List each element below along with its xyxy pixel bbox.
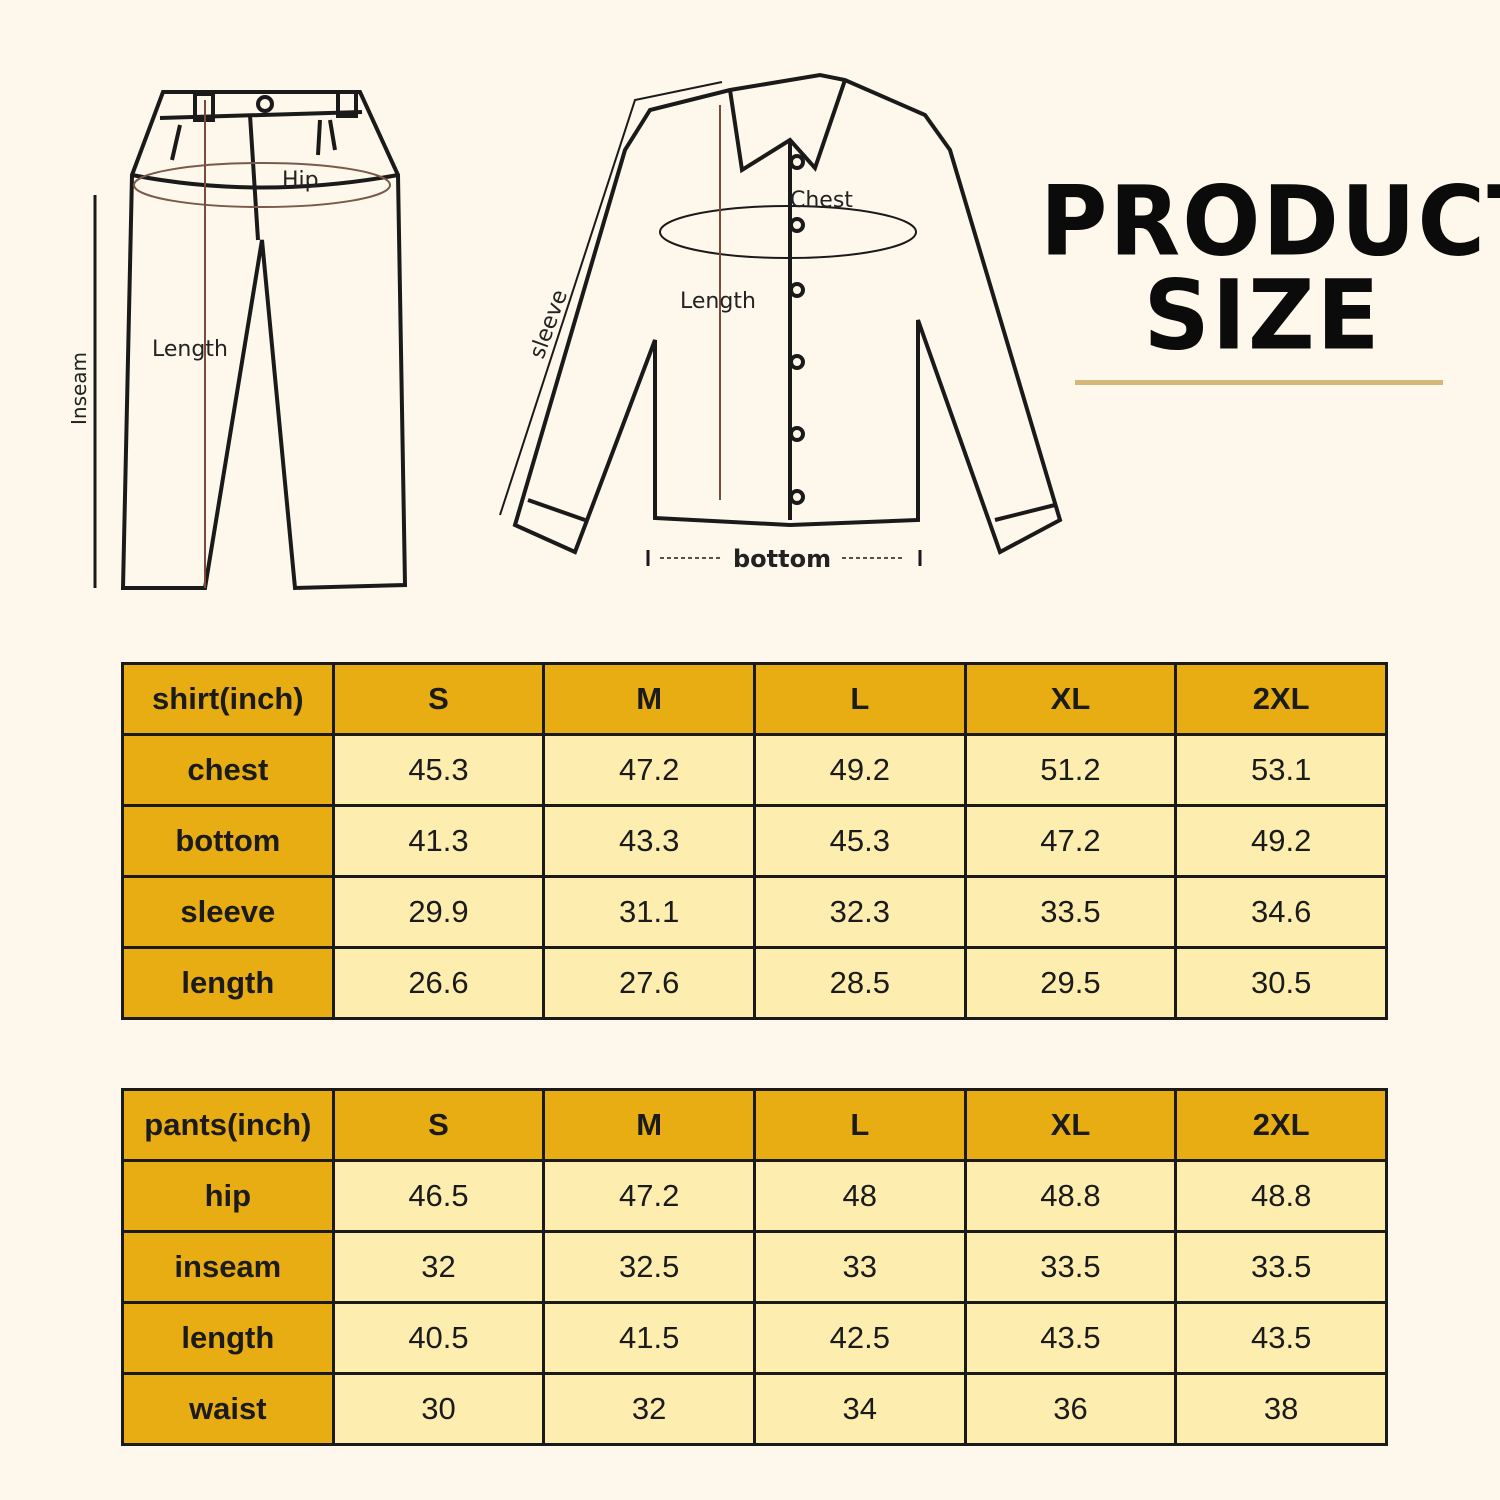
table-cell: 38	[1174, 1372, 1388, 1446]
table-cell: 34	[752, 1372, 967, 1446]
table-cell: 33	[752, 1230, 967, 1304]
chest-label: Chest	[790, 188, 853, 213]
title-line-2: SIZE	[1143, 259, 1382, 372]
table-cell: 27.6	[542, 946, 756, 1020]
header-cell: L	[752, 662, 967, 736]
table-cell: 42.5	[752, 1301, 967, 1375]
table-cell: 51.2	[963, 733, 1178, 807]
table-cell: 30	[331, 1372, 546, 1446]
pants-drawing	[93, 90, 408, 591]
table-cell: 45.3	[331, 733, 546, 807]
header-cell: M	[542, 1088, 756, 1162]
table-cell: 32.3	[752, 875, 967, 949]
row-label: length	[121, 946, 335, 1020]
row-label: hip	[121, 1159, 335, 1233]
table-cell: 43.3	[542, 804, 756, 878]
shirt-drawing	[499, 72, 1063, 566]
inseam-label: Inseam	[67, 352, 91, 425]
table-cell: 34.6	[1174, 875, 1388, 949]
table-cell: 47.2	[963, 804, 1178, 878]
table-cell: 48	[752, 1159, 967, 1233]
table-cell: 26.6	[331, 946, 546, 1020]
table-cell: 36	[963, 1372, 1178, 1446]
header-cell: S	[331, 1088, 546, 1162]
table-cell: 43.5	[963, 1301, 1178, 1375]
row-label: inseam	[121, 1230, 335, 1304]
table-cell: 40.5	[331, 1301, 546, 1375]
table-cell: 31.1	[542, 875, 756, 949]
table-cell: 33.5	[963, 875, 1178, 949]
header-cell: shirt(inch)	[121, 662, 335, 736]
table-cell: 29.9	[331, 875, 546, 949]
header-cell: pants(inch)	[121, 1088, 335, 1162]
table-row: sleeve 29.9 31.1 32.3 33.5 34.6	[121, 875, 1388, 949]
table-cell: 45.3	[752, 804, 967, 878]
table-cell: 49.2	[1174, 804, 1388, 878]
table-row: chest 45.3 47.2 49.2 51.2 53.1	[121, 733, 1388, 807]
pants-length-label: Length	[152, 337, 228, 362]
bottom-label: bottom	[733, 545, 831, 573]
shirt-size-table: shirt(inch) S M L XL 2XL chest 45.3 47.2 49.2 51.2…	[121, 662, 1388, 1020]
table-cell: 29.5	[963, 946, 1178, 1020]
shirt-length-label: Length	[680, 289, 756, 314]
pants-size-table: pants(inch) S M L XL 2XL hip 46.5 47.2 48 48.8 48.8…	[121, 1088, 1388, 1446]
row-label: sleeve	[121, 875, 335, 949]
title-underline	[1075, 380, 1443, 385]
table-cell: 33.5	[1174, 1230, 1388, 1304]
table-cell: 32	[331, 1230, 546, 1304]
table-cell: 53.1	[1174, 733, 1388, 807]
table-cell: 43.5	[1174, 1301, 1388, 1375]
table-cell: 33.5	[963, 1230, 1178, 1304]
table-cell: 32	[542, 1372, 756, 1446]
row-label: length	[121, 1301, 335, 1375]
table-row: length 26.6 27.6 28.5 29.5 30.5	[121, 946, 1388, 1020]
header-cell: XL	[963, 662, 1178, 736]
header-row: shirt(inch) S M L XL 2XL	[121, 662, 1388, 736]
header-cell: S	[331, 662, 546, 736]
header-cell: XL	[963, 1088, 1178, 1162]
garment-diagram: Hip Length Inseam Chest Length sleeve bo…	[67, 72, 1063, 591]
header-cell: M	[542, 662, 756, 736]
table-cell: 48.8	[1174, 1159, 1388, 1233]
hip-label: Hip	[282, 168, 319, 193]
table-cell: 46.5	[331, 1159, 546, 1233]
row-label: chest	[121, 733, 335, 807]
table-cell: 41.5	[542, 1301, 756, 1375]
table-cell: 49.2	[752, 733, 967, 807]
table-row: length 40.5 41.5 42.5 43.5 43.5	[121, 1301, 1388, 1375]
table-row: inseam 32 32.5 33 33.5 33.5	[121, 1230, 1388, 1304]
table-row: hip 46.5 47.2 48 48.8 48.8	[121, 1159, 1388, 1233]
row-label: waist	[121, 1372, 335, 1446]
table-cell: 41.3	[331, 804, 546, 878]
table-cell: 47.2	[542, 733, 756, 807]
header-cell: L	[752, 1088, 967, 1162]
title-line-1: PRODUCT	[1040, 165, 1500, 278]
table-cell: 30.5	[1174, 946, 1388, 1020]
header-cell: 2XL	[1174, 1088, 1388, 1162]
table-cell: 28.5	[752, 946, 967, 1020]
row-label: bottom	[121, 804, 335, 878]
table-row: bottom 41.3 43.3 45.3 47.2 49.2	[121, 804, 1388, 878]
table-row: waist 30 32 34 36 38	[121, 1372, 1388, 1446]
header-row: pants(inch) S M L XL 2XL	[121, 1088, 1388, 1162]
table-cell: 32.5	[542, 1230, 756, 1304]
table-cell: 47.2	[542, 1159, 756, 1233]
table-cell: 48.8	[963, 1159, 1178, 1233]
header-cell: 2XL	[1174, 662, 1388, 736]
